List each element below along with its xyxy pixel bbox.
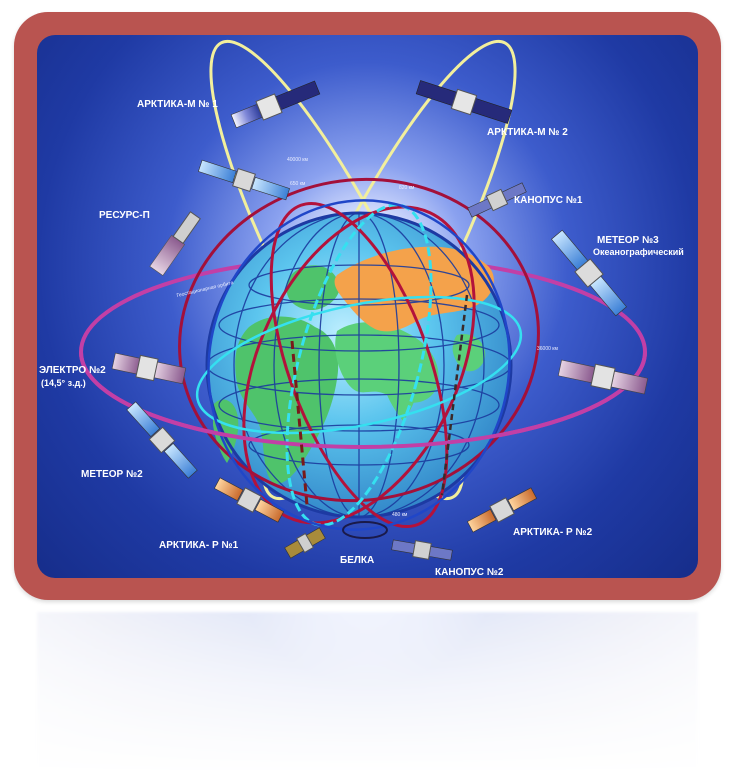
satellite-resurs-p-icon — [150, 211, 202, 276]
label-elektro-2-line1: ЭЛЕКТРО №2 — [39, 365, 106, 376]
label-meteor-3-line2: Океанографический — [593, 247, 684, 257]
label-kanopus-2: КАНОПУС №2 — [435, 567, 504, 578]
satellite-arktika-m1-icon — [230, 78, 321, 130]
annotation-480: 480 км — [392, 512, 408, 518]
label-arktika-m2: АРКТИКА-М № 2 — [487, 127, 568, 138]
annotation-40000: 40000 км — [287, 157, 308, 163]
mirror-reflection — [37, 612, 698, 772]
annotation-820: 820 км — [399, 185, 415, 191]
label-arktika-m1: АРКТИКА-М № 1 — [137, 99, 218, 110]
label-meteor-3-line1: МЕТЕОР №3 — [597, 235, 659, 246]
label-resurs-p: РЕСУРС-П — [99, 210, 150, 221]
satellite-arktika-m2-icon — [415, 78, 512, 127]
diagram-panel: АРКТИКА-М № 1 АРКТИКА-М № 2 РЕСУРС-П КАН… — [37, 35, 698, 578]
satellite-right-geo-icon — [558, 357, 649, 397]
satellite-meteor-top-left-icon — [197, 157, 290, 203]
annotation-36000: 36000 км — [537, 346, 558, 352]
annotation-650: 650 км — [290, 181, 306, 187]
label-arktika-r1: АРКТИКА- Р №1 — [159, 540, 239, 551]
satellite-belka-icon — [284, 526, 327, 560]
label-arktika-r2: АРКТИКА- Р №2 — [513, 527, 593, 538]
satellite-constellation-diagram: АРКТИКА-М № 1 АРКТИКА-М № 2 РЕСУРС-П КАН… — [37, 35, 698, 578]
satellite-kanopus-2-icon — [391, 537, 453, 563]
satellite-elektro-2-icon — [111, 350, 186, 386]
label-elektro-2-line2: (14,5° з.д.) — [41, 378, 86, 388]
label-belka: БЕЛКА — [340, 555, 374, 566]
label-meteor-2: МЕТЕОР №2 — [81, 469, 143, 480]
label-kanopus-1: КАНОПУС №1 — [514, 195, 583, 206]
